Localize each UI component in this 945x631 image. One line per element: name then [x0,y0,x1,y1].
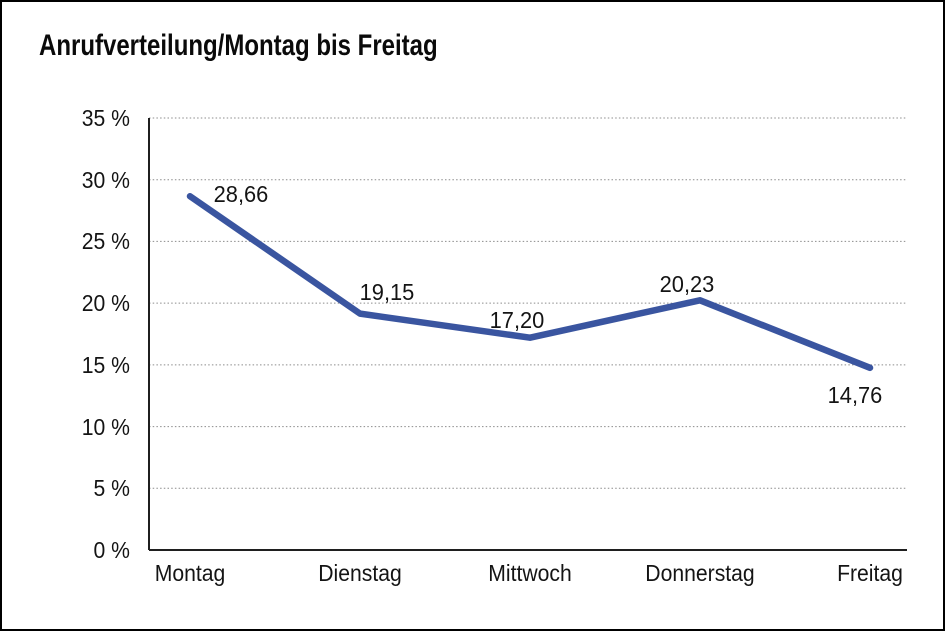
y-axis-tick-label: 30 % [81,166,130,193]
data-point-label: 17,20 [489,306,545,333]
x-axis-category-label: Montag [154,560,226,586]
data-point-label: 28,66 [213,181,269,208]
y-axis-tick-label: 15 % [81,351,130,378]
x-axis-category-label: Freitag [837,560,903,586]
y-axis-tick-label: 10 % [81,413,130,440]
data-point-label: 14,76 [827,381,883,408]
data-point-label: 19,15 [359,278,415,305]
x-axis-category-label: Donnerstag [645,560,755,586]
chart-title: Anrufverteilung/Montag bis Freitag [39,29,438,62]
x-axis-category-label: Dienstag [318,560,402,586]
y-axis-tick-label: 20 % [81,290,130,317]
y-axis-tick-label: 25 % [81,228,130,255]
data-point-label: 20,23 [659,271,715,298]
x-axis-category-label: Mittwoch [488,560,572,586]
y-axis-tick-label: 35 % [81,105,130,131]
y-axis-tick-label: 0 % [93,537,130,563]
y-axis-tick-label: 5 % [93,475,130,502]
data-series-line [186,193,874,372]
